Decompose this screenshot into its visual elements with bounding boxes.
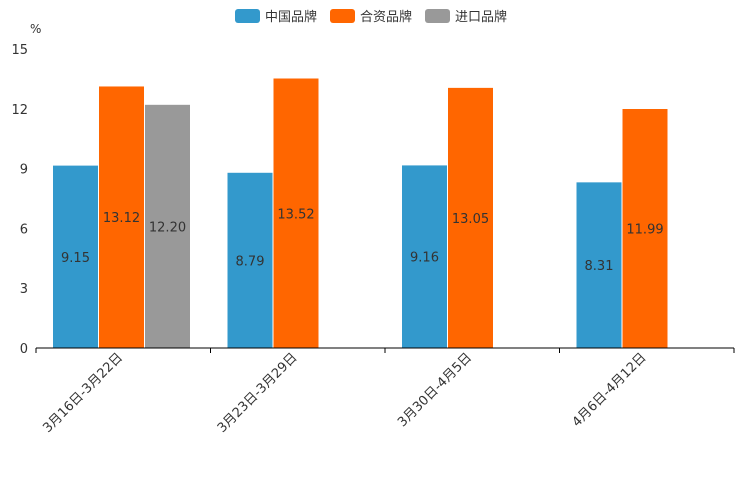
y-tick-label: 3 xyxy=(20,282,28,297)
bar-3-1[interactable] xyxy=(145,104,190,349)
bar-1-4[interactable] xyxy=(576,182,622,348)
legend-item-3[interactable]: 进口品牌 xyxy=(425,9,507,25)
y-tick-label: 6 xyxy=(20,222,28,237)
data-label: 13.05 xyxy=(452,212,489,227)
legend-swatch xyxy=(235,9,260,23)
bars: 9.15 13.12 12.20 8.79 13.52 9.16 13.05 8.31 11.9… xyxy=(53,78,668,349)
legend-swatch xyxy=(330,9,355,23)
y-tick-label: 12 xyxy=(11,103,28,118)
legend-item-1[interactable]: 中国品牌 xyxy=(235,9,317,25)
data-label: 8.31 xyxy=(585,259,614,274)
y-tick-label: 0 xyxy=(20,342,28,357)
x-category-label: 4月6日-4月12日 xyxy=(570,350,650,430)
bar-1-2[interactable] xyxy=(227,172,273,348)
bar-1-1[interactable] xyxy=(53,165,98,348)
data-label: 12.20 xyxy=(149,220,186,235)
y-axis: 0 3 6 9 12 15 xyxy=(11,43,28,357)
legend-item-2[interactable]: 合资品牌 xyxy=(330,9,412,25)
y-axis-unit: % xyxy=(30,22,41,36)
data-label: 13.12 xyxy=(103,211,140,226)
y-tick-label: 9 xyxy=(20,163,28,178)
bar-2-2[interactable] xyxy=(273,78,319,348)
x-category-label: 3月30日-4月5日 xyxy=(395,350,475,430)
x-axis: 3月16日-3月22日 3月23日-3月29日 3月30日-4月5日 4月6日-4月1… xyxy=(35,347,735,436)
legend-label: 合资品牌 xyxy=(360,9,412,25)
legend: 中国品牌 合资品牌 进口品牌 xyxy=(235,9,507,25)
bar-2-3[interactable] xyxy=(448,87,493,349)
legend-label: 中国品牌 xyxy=(265,9,317,25)
data-label: 9.16 xyxy=(410,251,439,266)
legend-label: 进口品牌 xyxy=(455,9,507,25)
bar-2-4[interactable] xyxy=(622,108,668,349)
data-label: 9.15 xyxy=(61,251,90,266)
data-label: 8.79 xyxy=(236,254,265,269)
y-tick-label: 15 xyxy=(11,43,28,58)
bar-1-3[interactable] xyxy=(402,165,447,348)
x-category-label: 3月16日-3月22日 xyxy=(40,350,126,436)
data-label: 11.99 xyxy=(626,222,663,237)
legend-swatch xyxy=(425,9,450,23)
x-category-label: 3月23日-3月29日 xyxy=(215,350,301,436)
data-label: 13.52 xyxy=(277,207,314,222)
bar-2-1[interactable] xyxy=(99,86,144,348)
